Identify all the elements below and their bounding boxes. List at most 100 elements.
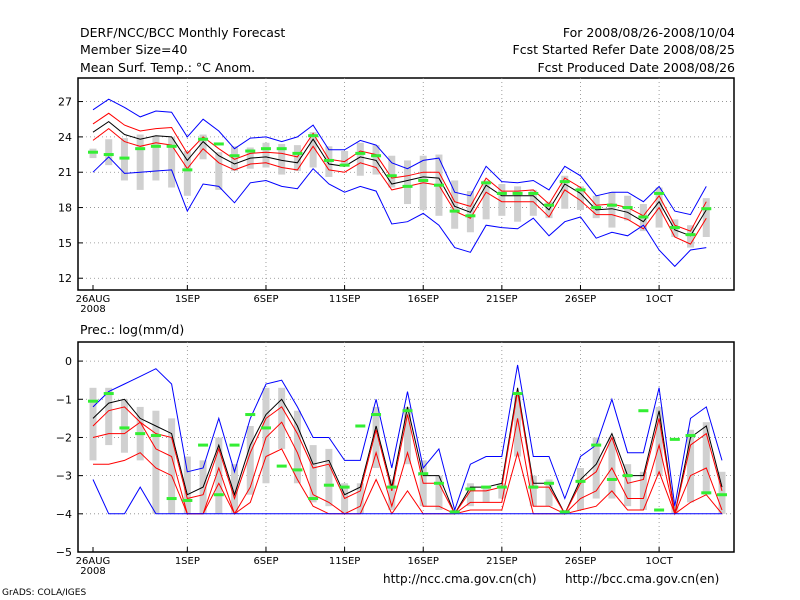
ensemble-spread-box	[482, 180, 490, 220]
forecast-marker	[701, 207, 712, 211]
forecast-marker	[717, 493, 727, 497]
ensemble-spread-box	[341, 151, 349, 166]
forecast-marker	[213, 493, 224, 497]
forecast-marker	[339, 163, 350, 167]
x-tick-label: 1SEP	[175, 556, 200, 567]
ensemble-spread-box	[624, 464, 632, 507]
ensemble-spread-box	[514, 395, 522, 457]
ensemble-spread-box	[592, 437, 600, 499]
forecast-marker	[119, 426, 130, 430]
y-tick-label: 12	[58, 272, 72, 285]
forecast-marker	[88, 150, 98, 154]
y-tick-label: 18	[58, 202, 72, 215]
forecast-marker	[355, 424, 366, 428]
forecast-marker	[260, 147, 271, 151]
forecast-marker	[465, 214, 476, 218]
forecast-marker	[229, 443, 240, 447]
forecast-marker	[166, 497, 177, 501]
forecast-marker	[135, 147, 146, 151]
x-tick-label: 16SEP	[408, 556, 439, 567]
forecast-marker	[245, 413, 256, 417]
forecast-marker	[481, 181, 492, 185]
forecast-marker	[386, 174, 397, 178]
ensemble-spread-box	[215, 437, 223, 514]
ensemble-spread-box	[105, 387, 113, 446]
ensemble-spread-box	[89, 387, 97, 461]
forecast-marker	[339, 485, 350, 489]
series-max-line	[92, 98, 707, 216]
series-upper-line	[92, 387, 723, 515]
forecast-marker	[182, 168, 193, 172]
forecast-marker	[371, 154, 382, 158]
series-upper-line	[92, 112, 707, 232]
ensemble-spread-box	[293, 410, 301, 484]
forecast-marker	[182, 498, 193, 502]
y-tick-label: −2	[56, 431, 72, 444]
y-tick-label: −1	[56, 393, 72, 406]
series-lower-line	[92, 127, 707, 245]
forecast-marker	[386, 485, 397, 489]
forecast-marker	[135, 432, 146, 436]
ensemble-spread-box	[561, 175, 569, 209]
precipitation-title: Prec.: log(mm/d)	[80, 322, 184, 337]
ensemble-spread-box	[152, 135, 160, 181]
forecast-marker	[150, 434, 161, 438]
chart-title: DERF/NCC/BCC Monthly Forecast	[80, 25, 286, 40]
forecast-marker	[292, 151, 303, 155]
forecast-marker	[88, 399, 98, 403]
forecast-marker	[418, 472, 429, 476]
ensemble-spread-box	[325, 448, 333, 507]
x-tick-label: 26SEP	[565, 294, 596, 305]
x-tick-label: 21SEP	[486, 556, 517, 567]
forecast-marker	[465, 487, 476, 491]
forecast-marker	[198, 443, 209, 447]
ensemble-spread-box	[639, 471, 647, 510]
x-tick-label: 16SEP	[408, 294, 439, 305]
bcc-url-link[interactable]: http://bcc.cma.gov.cn(en)	[565, 572, 720, 586]
forecast-start-date: Fcst Started Refer Date 2008/08/25	[512, 42, 736, 57]
ensemble-spread-box	[309, 132, 317, 168]
forecast-marker	[150, 144, 161, 148]
ensemble-spread-box	[136, 134, 144, 190]
ensemble-spread-box	[215, 152, 223, 190]
ensemble-spread-box	[278, 387, 286, 449]
forecast-marker	[669, 226, 680, 230]
x-tick-label: 1OCT	[645, 294, 673, 305]
ensemble-spread-box	[372, 406, 380, 468]
forecast-marker	[559, 180, 570, 184]
member-size-label: Member Size=40	[80, 42, 188, 57]
forecast-marker	[685, 434, 696, 438]
ensemble-spread-box	[671, 506, 679, 514]
x-tick-label: 26AUG	[76, 294, 111, 305]
forecast-marker	[198, 137, 209, 141]
forecast-marker	[449, 209, 460, 213]
forecast-marker	[496, 191, 507, 195]
x-tick-label: 11SEP	[329, 294, 360, 305]
forecast-marker	[575, 479, 586, 483]
forecast-marker	[591, 206, 602, 210]
panel-frame	[77, 341, 735, 553]
ensemble-spread-box	[435, 475, 443, 510]
forecast-marker	[654, 508, 665, 512]
x-tick-label: 6SEP	[253, 556, 278, 567]
forecast-marker	[669, 437, 680, 441]
forecast-marker	[292, 468, 303, 472]
forecast-marker	[166, 144, 177, 148]
ensemble-spread-box	[687, 429, 695, 503]
y-tick-label: 15	[58, 237, 72, 250]
forecast-marker	[229, 154, 240, 158]
forecast-marker	[433, 183, 444, 187]
ensemble-spread-box	[702, 422, 710, 495]
ensemble-spread-box	[388, 479, 396, 510]
y-tick-label: 24	[58, 131, 72, 144]
ensemble-spread-box	[718, 471, 726, 514]
forecast-marker	[512, 191, 523, 195]
forecast-marker	[245, 149, 256, 153]
ncc-url-link[interactable]: http://ncc.cma.gov.cn(ch)	[383, 572, 537, 586]
y-tick-label: −3	[56, 470, 72, 483]
ensemble-spread-box	[529, 475, 537, 507]
forecast-marker	[308, 497, 319, 501]
forecast-marker	[371, 413, 382, 417]
ensemble-spread-box	[451, 180, 459, 229]
